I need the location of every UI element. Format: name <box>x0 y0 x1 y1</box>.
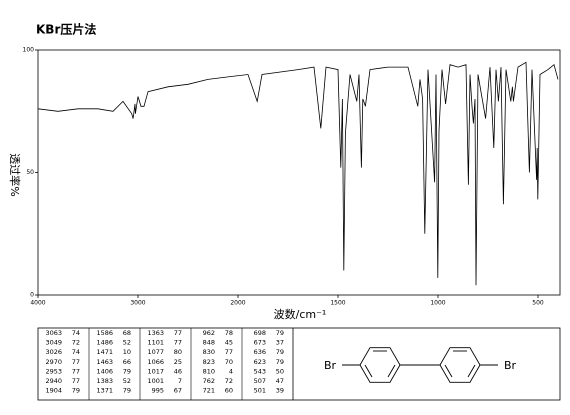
peak-transmittance: 70 <box>225 358 233 366</box>
peak-wavenumber: 1363 <box>147 329 164 337</box>
y-tick-label: 50 <box>26 169 34 176</box>
peak-wavenumber: 2940 <box>45 377 62 385</box>
plot-frame <box>37 49 561 296</box>
table-frame <box>37 327 561 401</box>
peak-wavenumber: 810 <box>203 367 215 375</box>
double-bond <box>387 364 396 378</box>
peak-wavenumber: 1471 <box>96 348 113 356</box>
peak-transmittance: 77 <box>174 339 182 347</box>
peak-wavenumber: 1077 <box>147 348 164 356</box>
peak-transmittance: 77 <box>72 377 80 385</box>
peak-wavenumber: 1017 <box>147 367 164 375</box>
ring <box>359 347 401 383</box>
peak-wavenumber: 1486 <box>96 339 113 347</box>
x-tick-label: 500 <box>532 300 544 307</box>
peak-wavenumber: 543 <box>254 367 266 375</box>
peak-wavenumber: 2970 <box>45 358 62 366</box>
peak-transmittance: 79 <box>123 387 131 395</box>
peak-transmittance: 79 <box>72 387 80 395</box>
peak-transmittance: 52 <box>123 339 131 347</box>
peak-wavenumber: 636 <box>254 348 266 356</box>
peak-transmittance: 4 <box>229 367 233 375</box>
peak-wavenumber: 762 <box>203 377 215 385</box>
peak-transmittance: 79 <box>123 367 131 375</box>
peak-transmittance: 78 <box>225 329 233 337</box>
peak-transmittance: 77 <box>225 348 233 356</box>
peak-wavenumber: 1383 <box>96 377 113 385</box>
y-axis-label: 透过率% <box>8 153 22 196</box>
y-tick-label: 100 <box>23 47 35 54</box>
peak-transmittance: 79 <box>276 329 284 337</box>
double-bond <box>364 364 373 378</box>
peak-transmittance: 45 <box>225 339 233 347</box>
peak-transmittance: 66 <box>123 358 131 366</box>
x-tick-label: 4000 <box>30 300 45 307</box>
peak-wavenumber: 1066 <box>147 358 164 366</box>
peak-transmittance: 60 <box>225 387 233 395</box>
peak-transmittance: 80 <box>174 348 182 356</box>
peak-wavenumber: 830 <box>203 348 215 356</box>
peak-wavenumber: 3049 <box>45 339 62 347</box>
x-tick-label: 1500 <box>330 300 345 307</box>
atom-label: Br <box>324 359 337 372</box>
peak-transmittance: 37 <box>276 339 284 347</box>
peak-transmittance: 50 <box>276 367 284 375</box>
peak-wavenumber: 2953 <box>45 367 62 375</box>
peak-wavenumber: 1406 <box>96 367 113 375</box>
peak-transmittance: 68 <box>123 329 131 337</box>
peak-transmittance: 77 <box>72 358 80 366</box>
molecule <box>342 347 498 383</box>
peak-transmittance: 25 <box>174 358 182 366</box>
peak-wavenumber: 3063 <box>45 329 62 337</box>
peak-transmittance: 72 <box>225 377 233 385</box>
peak-transmittance: 79 <box>276 348 284 356</box>
y-tick-label: 0 <box>30 292 34 299</box>
peak-wavenumber: 501 <box>254 387 266 395</box>
peak-wavenumber: 507 <box>254 377 266 385</box>
peak-wavenumber: 848 <box>203 339 215 347</box>
peak-transmittance: 74 <box>72 348 80 356</box>
peak-transmittance: 46 <box>174 367 182 375</box>
double-bond <box>467 364 476 378</box>
peak-transmittance: 47 <box>276 377 284 385</box>
peak-transmittance: 52 <box>123 377 131 385</box>
peak-wavenumber: 1586 <box>96 329 113 337</box>
peak-wavenumber: 1463 <box>96 358 113 366</box>
x-tick-label: 1000 <box>430 300 445 307</box>
ring <box>439 347 481 383</box>
peak-transmittance: 74 <box>72 329 80 337</box>
peak-wavenumber: 1904 <box>45 387 62 395</box>
peak-transmittance: 67 <box>174 387 182 395</box>
peak-wavenumber: 698 <box>254 329 266 337</box>
peak-wavenumber: 3026 <box>45 348 62 356</box>
atom-label: Br <box>504 359 517 372</box>
peak-transmittance: 10 <box>123 348 131 356</box>
peak-wavenumber: 995 <box>152 387 164 395</box>
peak-transmittance: 77 <box>174 329 182 337</box>
peak-wavenumber: 1101 <box>147 339 164 347</box>
peak-transmittance: 7 <box>178 377 182 385</box>
peak-transmittance: 79 <box>276 358 284 366</box>
peak-wavenumber: 673 <box>254 339 266 347</box>
double-bond <box>444 364 453 378</box>
x-axis-label: 波数/cm⁻¹ <box>274 308 327 321</box>
peak-wavenumber: 1001 <box>147 377 164 385</box>
peak-wavenumber: 721 <box>203 387 215 395</box>
peak-wavenumber: 623 <box>254 358 266 366</box>
peak-wavenumber: 1371 <box>96 387 113 395</box>
x-tick-label: 3000 <box>130 300 145 307</box>
peak-wavenumber: 962 <box>203 329 215 337</box>
peak-transmittance: 72 <box>72 339 80 347</box>
peak-transmittance: 77 <box>72 367 80 375</box>
chart-title: KBr压片法 <box>36 22 96 37</box>
peak-wavenumber: 823 <box>203 358 215 366</box>
spectrum-line <box>37 61 559 286</box>
x-tick-label: 2000 <box>230 300 245 307</box>
peak-transmittance: 39 <box>276 387 284 395</box>
